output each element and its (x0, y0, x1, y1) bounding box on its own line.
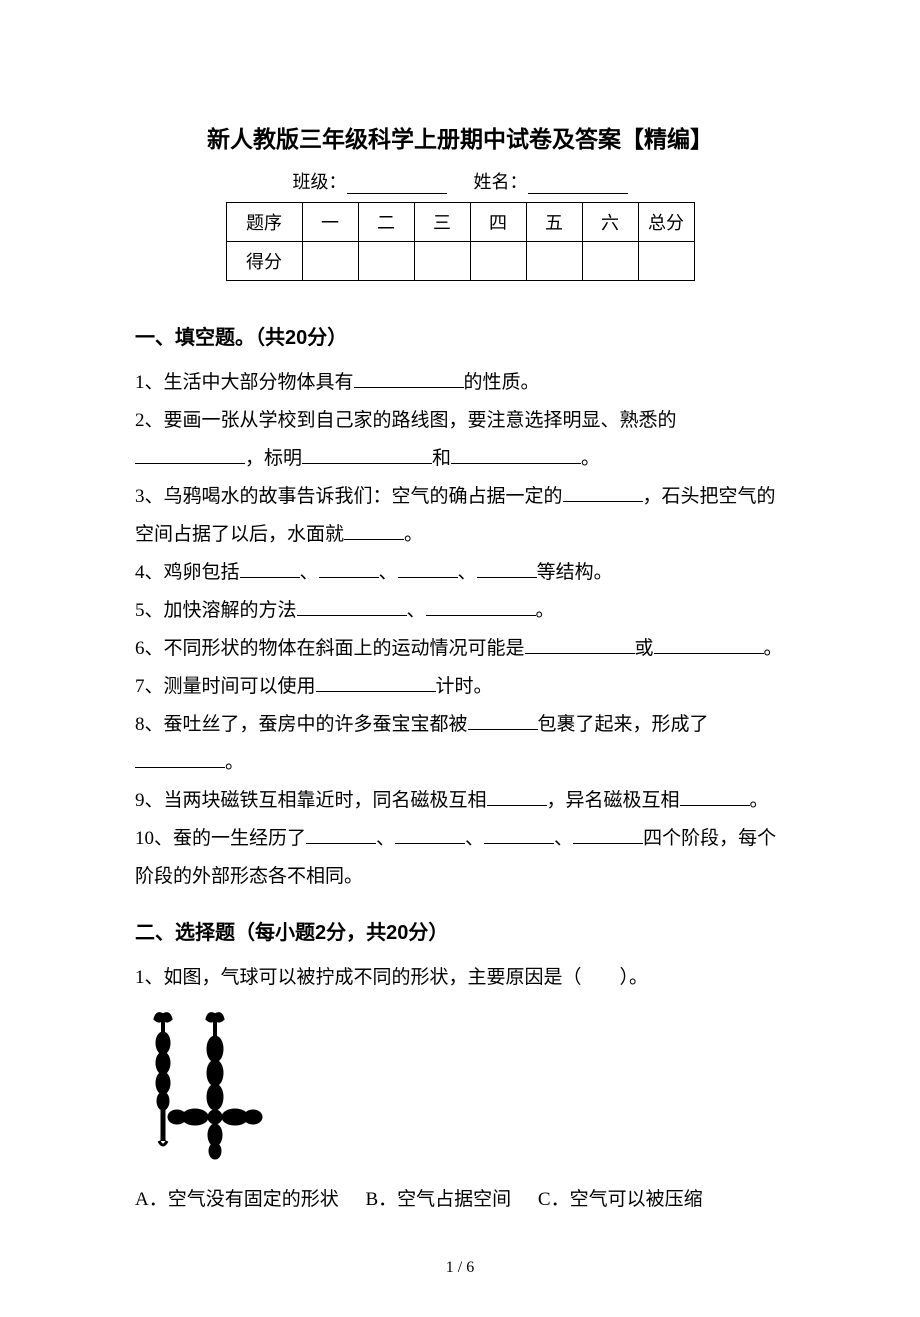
q1-4-blank1[interactable] (240, 560, 300, 578)
option-c[interactable]: C．空气可以被压缩 (538, 1181, 703, 1219)
question-1-7: 7、测量时间可以使用 计时。 (135, 668, 785, 706)
q1-5-blank2[interactable] (426, 598, 536, 616)
q1-10-blank3[interactable] (484, 826, 554, 844)
option-a[interactable]: A．空气没有固定的形状 (135, 1181, 339, 1219)
q1-4-pre: 4、鸡卵包括 (135, 562, 240, 583)
q1-5-pre: 5、加快溶解的方法 (135, 600, 297, 621)
q1-3-blank1[interactable] (563, 484, 643, 502)
q1-10-sep3: 、 (554, 828, 573, 849)
q1-9-blank1[interactable] (487, 788, 547, 806)
q1-9-mid: ，异名磁极互相 (547, 790, 680, 811)
q1-6-blank1[interactable] (525, 636, 635, 654)
score-cell-5[interactable] (526, 242, 582, 281)
q1-8-blank2[interactable] (135, 750, 225, 768)
question-1-6: 6、不同形状的物体在斜面上的运动情况可能是 或 。 (135, 630, 785, 668)
score-col-2: 二 (358, 203, 414, 242)
question-1-5: 5、加快溶解的方法 、 。 (135, 592, 785, 630)
q1-4-blank4[interactable] (477, 560, 537, 578)
q1-2-mid1: ，标明 (245, 448, 302, 469)
q1-10-blank2[interactable] (395, 826, 465, 844)
q1-2-mid2: 和 (432, 448, 451, 469)
q1-8-post: 。 (225, 752, 244, 773)
q1-9-blank2[interactable] (680, 788, 750, 806)
q1-2-blank3[interactable] (451, 446, 581, 464)
q1-3-blank2[interactable] (344, 522, 404, 540)
student-info-line: 班级： 姓名： (135, 168, 785, 194)
q1-10-blank1[interactable] (306, 826, 376, 844)
q1-1-pre: 1、生活中大部分物体具有 (135, 372, 354, 393)
q1-10-sep2: 、 (465, 828, 484, 849)
q1-4-sep1: 、 (300, 562, 319, 583)
q1-1-blank[interactable] (354, 370, 464, 388)
q1-7-pre: 7、测量时间可以使用 (135, 676, 316, 697)
score-cell-2[interactable] (358, 242, 414, 281)
score-col-5: 五 (526, 203, 582, 242)
class-blank[interactable] (347, 176, 447, 194)
q1-4-sep3: 、 (458, 562, 477, 583)
q1-6-mid: 或 (635, 638, 654, 659)
page-number: 1 / 6 (135, 1259, 785, 1277)
q1-8-mid: 包裹了起来，形成了 (538, 714, 709, 735)
q1-6-post: 。 (764, 638, 783, 659)
q1-4-blank2[interactable] (319, 560, 379, 578)
section-2-header: 二、选择题（每小题2分，共20分） (135, 916, 785, 945)
q1-6-blank2[interactable] (654, 636, 764, 654)
score-col-3: 三 (414, 203, 470, 242)
question-2-1-options: A．空气没有固定的形状 B．空气占据空间 C．空气可以被压缩 (135, 1181, 785, 1219)
q1-2-blank1[interactable] (135, 446, 245, 464)
question-1-9: 9、当两块磁铁互相靠近时，同名磁极互相 ，异名磁极互相 。 (135, 782, 785, 820)
q1-8-pre: 8、蚕吐丝了，蚕房中的许多蚕宝宝都被 (135, 714, 468, 735)
score-col-1: 一 (302, 203, 358, 242)
score-table-value-row: 得分 (226, 242, 694, 281)
score-col-total: 总分 (638, 203, 694, 242)
score-cell-6[interactable] (582, 242, 638, 281)
name-label: 姓名： (474, 172, 528, 192)
score-cell-4[interactable] (470, 242, 526, 281)
score-col-4: 四 (470, 203, 526, 242)
score-col-6: 六 (582, 203, 638, 242)
q1-5-sep: 、 (407, 600, 426, 621)
score-cell-1[interactable] (302, 242, 358, 281)
q1-10-pre: 10、蚕的一生经历了 (135, 828, 306, 849)
name-blank[interactable] (528, 176, 628, 194)
q1-4-sep2: 、 (379, 562, 398, 583)
score-table: 题序 一 二 三 四 五 六 总分 得分 (226, 202, 695, 281)
q1-1-post: 的性质。 (464, 372, 540, 393)
q1-3-pre: 3、乌鸦喝水的故事告诉我们：空气的确占据一定的 (135, 486, 563, 507)
q1-5-post: 。 (536, 600, 555, 621)
option-b[interactable]: B．空气占据空间 (365, 1181, 511, 1219)
q1-7-blank[interactable] (316, 674, 436, 692)
question-2-1: 1、如图，气球可以被拧成不同的形状，主要原因是（ ）。 (135, 959, 785, 997)
q1-2-blank2[interactable] (302, 446, 432, 464)
balloon-icon (135, 1009, 275, 1169)
q1-7-post: 计时。 (436, 676, 493, 697)
question-1-3: 3、乌鸦喝水的故事告诉我们：空气的确占据一定的，石头把空气的空间占据了以后，水面… (135, 478, 785, 554)
question-1-8: 8、蚕吐丝了，蚕房中的许多蚕宝宝都被 包裹了起来，形成了。 (135, 706, 785, 782)
q1-4-blank3[interactable] (398, 560, 458, 578)
question-1-2: 2、要画一张从学校到自己家的路线图，要注意选择明显、熟悉的 ，标明 和 。 (135, 402, 785, 478)
document-title: 新人教版三年级科学上册期中试卷及答案【精编】 (135, 120, 785, 154)
q1-9-pre: 9、当两块磁铁互相靠近时，同名磁极互相 (135, 790, 487, 811)
q1-5-blank1[interactable] (297, 598, 407, 616)
score-cell-3[interactable] (414, 242, 470, 281)
q1-3-post: 。 (404, 524, 423, 545)
q1-10-blank4[interactable] (573, 826, 643, 844)
q1-6-pre: 6、不同形状的物体在斜面上的运动情况可能是 (135, 638, 525, 659)
q1-2-pre: 2、要画一张从学校到自己家的路线图，要注意选择明显、熟悉的 (135, 410, 677, 431)
score-value-label: 得分 (226, 242, 302, 281)
section-1-header: 一、填空题。（共20分） (135, 321, 785, 350)
q1-4-post: 等结构。 (537, 562, 613, 583)
score-table-header-row: 题序 一 二 三 四 五 六 总分 (226, 203, 694, 242)
q1-10-sep1: 、 (376, 828, 395, 849)
question-1-4: 4、鸡卵包括 、 、 、 等结构。 (135, 554, 785, 592)
q1-9-post: 。 (750, 790, 769, 811)
score-header-label: 题序 (226, 203, 302, 242)
q1-2-post: 。 (581, 448, 600, 469)
question-1-10: 10、蚕的一生经历了、、、四个阶段，每个阶段的外部形态各不相同。 (135, 820, 785, 896)
q1-8-blank1[interactable] (468, 712, 538, 730)
balloon-figure (135, 1009, 785, 1169)
score-cell-total[interactable] (638, 242, 694, 281)
question-1-1: 1、生活中大部分物体具有 的性质。 (135, 364, 785, 402)
class-label: 班级： (293, 172, 347, 192)
